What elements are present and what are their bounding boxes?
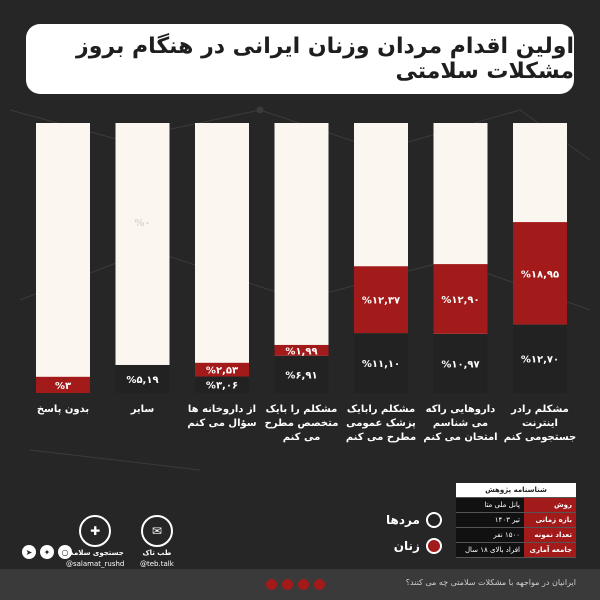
data-label-men: %۵,۱۹ bbox=[126, 375, 158, 386]
bar-women bbox=[513, 222, 567, 325]
legend-item-women: زنان bbox=[386, 538, 442, 554]
data-label-women: %۱۲,۳۷ bbox=[362, 296, 400, 307]
pagination-dots bbox=[266, 579, 325, 590]
data-label-zero: %۰ bbox=[134, 218, 150, 229]
logo-icon: ✚ bbox=[79, 515, 112, 547]
title-card: اولین اقدام مردان وزنان ایرانی در هنگام … bbox=[26, 24, 574, 94]
dot-icon[interactable] bbox=[266, 579, 277, 590]
brand-tebtalk: ✉ طب تاک @teb.talk bbox=[140, 515, 174, 568]
data-label-men: %۱۱,۱۰ bbox=[362, 359, 400, 370]
dot-icon[interactable] bbox=[282, 579, 293, 590]
bar-women bbox=[433, 264, 488, 334]
info-row: تعداد نمونه ۱۵۰۰ نفر bbox=[456, 527, 576, 543]
info-row: جامعه آماری افراد بالای ۱۸ سال bbox=[456, 542, 576, 558]
info-row: روش پانل ملی متا bbox=[456, 497, 576, 513]
dot-icon[interactable] bbox=[314, 579, 325, 590]
dot-icon[interactable] bbox=[298, 579, 309, 590]
data-label-women: %۳ bbox=[55, 381, 71, 392]
bar-men bbox=[513, 324, 567, 393]
bar-men bbox=[115, 364, 170, 393]
bar-women bbox=[354, 266, 408, 334]
chat-bubble-icon: ✉ bbox=[140, 515, 173, 547]
category-label: مشکلم را بایک متخصص مطرح می کنم bbox=[264, 404, 339, 443]
chart-title: اولین اقدام مردان وزنان ایرانی در هنگام … bbox=[76, 34, 574, 84]
legend-item-men: مردها bbox=[386, 512, 442, 528]
data-label-men: %۶,۹۱ bbox=[285, 370, 317, 381]
bar-men bbox=[274, 355, 329, 393]
men-swatch-icon bbox=[425, 512, 442, 528]
twitter-icon[interactable]: ✦ bbox=[40, 545, 54, 559]
bar-women bbox=[36, 376, 90, 393]
category-label: مشکلم رابایک پزشک عمومی مطرح می کنم bbox=[345, 404, 417, 443]
bar-women bbox=[195, 362, 249, 377]
instagram-icon[interactable]: ○ bbox=[58, 545, 72, 559]
telegram-icon[interactable]: ➤ bbox=[22, 545, 36, 559]
bar-background bbox=[36, 123, 90, 393]
bar-background bbox=[115, 123, 170, 393]
info-row: بازه زمانی تیر ۱۴۰۳ bbox=[456, 512, 576, 528]
bar-men bbox=[433, 333, 488, 393]
data-label-men: %۱۲,۷۰ bbox=[521, 355, 559, 366]
info-table-header: شناسنامه پژوهش bbox=[456, 483, 576, 498]
data-label-men: %۱۰,۹۷ bbox=[441, 359, 479, 370]
category-label: داروهایی راکه می شناسم امتحان می کنم bbox=[423, 404, 498, 443]
bar-men bbox=[354, 333, 408, 393]
category-label: بدون پاسخ bbox=[36, 404, 90, 415]
data-label-men: %۳,۰۶ bbox=[206, 381, 238, 392]
category-label: از داروخانه ها سؤال می کنم bbox=[187, 404, 257, 429]
category-label: سایر bbox=[130, 404, 155, 415]
brand-salamat: ✚ جستجوی سلامت @salamat_rushd bbox=[66, 515, 124, 568]
data-label-women: %۱۲,۹۰ bbox=[441, 295, 479, 306]
women-swatch-icon bbox=[425, 538, 442, 554]
footer-bar: ایرانیان در مواجهه با مشکلات سلامتی چه م… bbox=[0, 569, 600, 600]
bar-men bbox=[195, 376, 249, 393]
category-label: مشکلم رادر اینترنت جستجومی کنم bbox=[503, 404, 577, 443]
bar-women bbox=[274, 344, 329, 356]
footer-text: ایرانیان در مواجهه با مشکلات سلامتی چه م… bbox=[405, 578, 576, 587]
bar-background bbox=[195, 123, 249, 393]
data-label-women: %۱۸,۹۵ bbox=[521, 269, 559, 280]
research-info-table: شناسنامه پژوهش روش پانل ملی متا بازه زمان… bbox=[456, 483, 576, 558]
social-icons: ➤ ✦ ○ bbox=[22, 545, 72, 559]
data-label-women: %۲,۵۳ bbox=[206, 366, 238, 377]
legend: مردها زنان bbox=[386, 512, 442, 564]
data-label-women: %۱,۹۹ bbox=[285, 346, 317, 357]
